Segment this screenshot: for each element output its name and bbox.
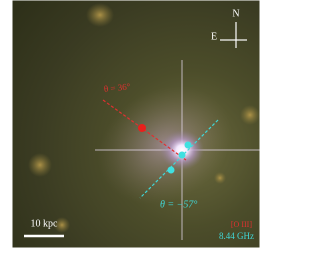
cyan-marker [179,152,186,159]
page: {"compass": {"north": "N", "east": "E"},… [0,0,272,253]
red-marker [138,124,146,132]
cyan-marker [185,142,192,149]
scale-bar-label: 10 kpc [31,218,59,229]
legend-red: [O III] [231,220,252,229]
cyan-marker [168,167,175,174]
figure: N E θ = 36° θ = −57° 10 kpc [O III] 8.44… [0,0,272,253]
legend-cyan: 8.44 GHz [219,231,254,241]
compass-east: E [211,31,217,42]
compass-north: N [232,8,239,19]
cyan-angle-label: θ = −57° [160,199,197,210]
